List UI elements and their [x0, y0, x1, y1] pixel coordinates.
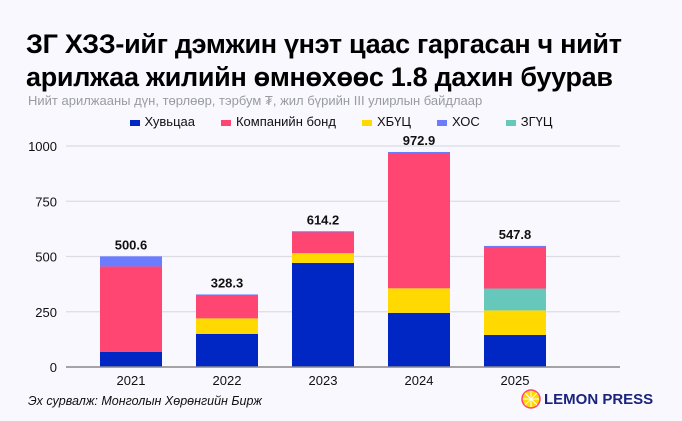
lemon-icon	[521, 389, 541, 409]
x-tick-label: 2024	[405, 373, 434, 388]
total-label: 328.3	[211, 275, 244, 290]
x-tick-label: 2025	[501, 373, 530, 388]
bar-segment	[196, 294, 258, 319]
source-note: Эх сурвалж: Монголын Хөрөнгийн Бирж	[28, 394, 262, 408]
total-label: 547.8	[499, 227, 532, 242]
total-label: 500.6	[115, 237, 148, 252]
bar-segment	[484, 288, 546, 311]
bar-segment	[100, 266, 162, 352]
bar-segment	[388, 288, 450, 313]
total-label: 614.2	[307, 212, 340, 227]
legend-swatch	[129, 119, 140, 126]
y-tick-label: 1000	[28, 139, 57, 154]
total-label: 972.9	[403, 133, 436, 148]
legend-label: ЗГҮЦ	[520, 114, 553, 129]
bar-segment	[196, 333, 258, 367]
bar-segment	[484, 246, 546, 289]
legend-item: Хувьцаа	[129, 114, 195, 129]
bar-segment	[388, 312, 450, 367]
bar-segment	[484, 310, 546, 335]
bar-segment	[388, 151, 450, 153]
legend-item: Компанийн бонд	[220, 114, 336, 129]
bar-segment	[388, 152, 450, 289]
x-tick-label: 2022	[213, 373, 242, 388]
x-tick-label: 2021	[117, 373, 146, 388]
title-line-1: ЗГ ХЗЗ-ийг дэмжин үнэт цаас гаргасан ч н…	[26, 29, 622, 59]
legend-label: ХОС	[452, 114, 480, 129]
chart-subtitle: Нийт арилжааны дүн, төрлөөр, тэрбум ₮, ж…	[28, 93, 483, 108]
x-tick-label: 2023	[309, 373, 338, 388]
legend-label: Хувьцаа	[144, 114, 195, 129]
legend-item: ЗГҮЦ	[505, 114, 553, 129]
legend-label: ХБҮЦ	[376, 114, 411, 129]
logo-text: LEMON PRESS	[544, 390, 654, 408]
legend: Хувьцаа Компанийн бонд ХБҮЦ ХОС ЗГҮЦ	[0, 114, 682, 129]
legend-item: ХБҮЦ	[361, 114, 411, 129]
title-line-2: арилжаа жилийн өмнөхөөс 1.8 дахин буурав	[26, 62, 613, 92]
y-tick-label: 750	[35, 194, 57, 209]
y-tick-label: 250	[35, 305, 57, 320]
legend-item: ХОС	[437, 114, 480, 129]
bar-segment	[100, 351, 162, 367]
bar-segment	[196, 318, 258, 334]
bar-segment	[292, 253, 354, 263]
legend-swatch	[220, 119, 231, 126]
legend-swatch	[437, 119, 447, 126]
chart-title: ЗГ ХЗЗ-ийг дэмжин үнэт цаас гаргасан ч н…	[26, 28, 622, 94]
bar-segment	[196, 294, 258, 296]
y-tick-label: 0	[50, 360, 57, 375]
y-tick-label: 500	[35, 250, 57, 265]
legend-swatch	[505, 119, 516, 126]
legend-label: Компанийн бонд	[235, 114, 336, 129]
legend-swatch	[361, 119, 372, 126]
bar-segment	[292, 231, 354, 233]
bar-segment	[292, 262, 354, 367]
bar-segment	[100, 256, 162, 267]
bar-segment	[292, 231, 354, 254]
bar-segment	[484, 334, 546, 367]
bar-segment	[484, 245, 546, 247]
lemon-press-logo: LEMON PRESS	[521, 389, 653, 409]
